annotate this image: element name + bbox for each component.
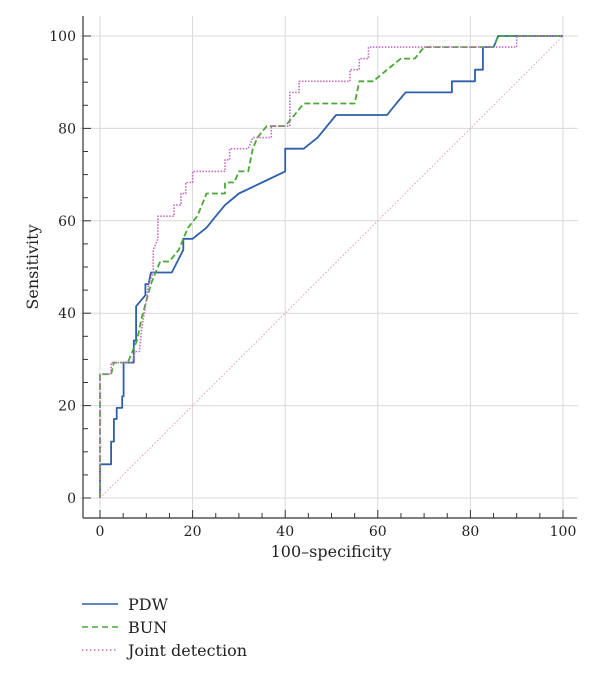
tick-labels: 0 20 40 60 80 100 0 20 40 60 80 100: [49, 29, 576, 540]
legend-label-joint: Joint detection: [126, 641, 247, 660]
reference-diagonal-line: [99, 35, 564, 499]
x-tick-label: 100: [550, 524, 577, 540]
y-tick-label: 100: [49, 29, 76, 45]
y-axis-label: Sensitivity: [23, 224, 42, 309]
x-tick-label: 20: [184, 524, 202, 540]
x-tick-label: 40: [276, 524, 294, 540]
y-tick-label: 0: [67, 491, 76, 507]
y-tick-label: 40: [58, 306, 76, 322]
x-tick-label: 80: [461, 524, 479, 540]
series-line-pdw: [99, 35, 563, 498]
legend: PDW BUN Joint detection: [82, 595, 247, 660]
x-axis-label: 100–specificity: [271, 542, 392, 561]
legend-label-bun: BUN: [128, 618, 167, 637]
axes: [82, 16, 577, 519]
series-line-bun: [99, 35, 563, 498]
y-tick-label: 20: [58, 399, 76, 415]
x-tick-label: 0: [96, 524, 105, 540]
x-tick-label: 60: [369, 524, 387, 540]
series-layer: [99, 35, 563, 498]
legend-label-pdw: PDW: [128, 595, 169, 614]
y-tick-label: 80: [58, 121, 76, 137]
reference-line-layer: [99, 35, 564, 499]
y-tick-label: 60: [58, 214, 76, 230]
grid-lines: [80, 16, 578, 518]
